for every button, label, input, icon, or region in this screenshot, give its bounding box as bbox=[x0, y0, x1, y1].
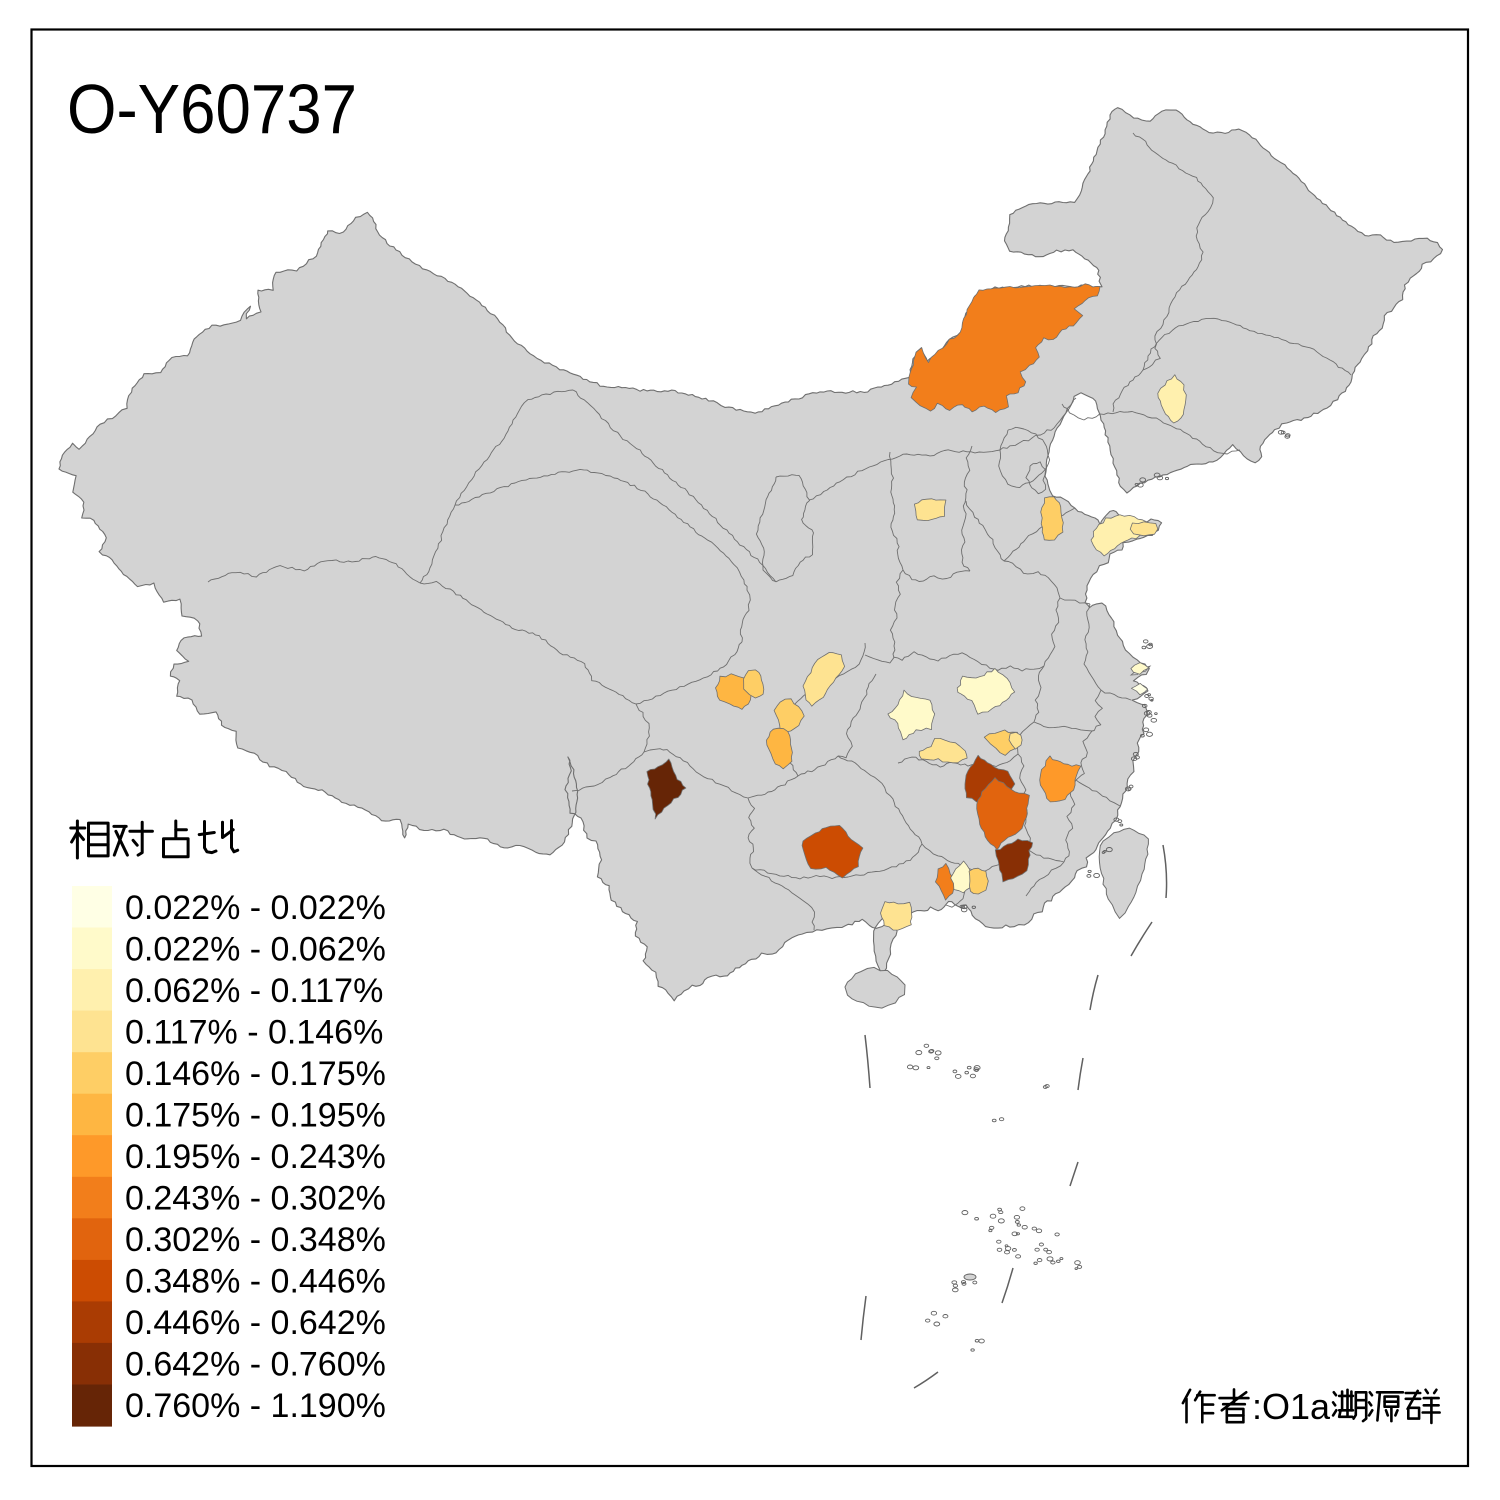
svg-text:0.022% - 0.022%: 0.022% - 0.022% bbox=[125, 889, 386, 927]
svg-text:0.243% - 0.302%: 0.243% - 0.302% bbox=[125, 1180, 386, 1218]
svg-text:0.175% - 0.195%: 0.175% - 0.195% bbox=[125, 1097, 386, 1135]
svg-text:0.760% - 1.190%: 0.760% - 1.190% bbox=[125, 1387, 386, 1425]
svg-text:0.348% - 0.446%: 0.348% - 0.446% bbox=[125, 1263, 386, 1301]
svg-text:0.022% - 0.062%: 0.022% - 0.062% bbox=[125, 930, 386, 968]
svg-text::O1a: :O1a bbox=[1252, 1386, 1331, 1427]
svg-text:0.117% - 0.146%: 0.117% - 0.146% bbox=[125, 1013, 383, 1051]
svg-text:0.195% - 0.243%: 0.195% - 0.243% bbox=[125, 1138, 386, 1176]
svg-text:0.146% - 0.175%: 0.146% - 0.175% bbox=[125, 1055, 386, 1093]
svg-text:0.642% - 0.760%: 0.642% - 0.760% bbox=[125, 1346, 386, 1384]
svg-text:0.062% - 0.117%: 0.062% - 0.117% bbox=[125, 972, 383, 1010]
svg-text:0.446% - 0.642%: 0.446% - 0.642% bbox=[125, 1304, 386, 1342]
svg-text:0.302% - 0.348%: 0.302% - 0.348% bbox=[125, 1221, 386, 1259]
svg-text:O-Y60737: O-Y60737 bbox=[67, 70, 357, 148]
